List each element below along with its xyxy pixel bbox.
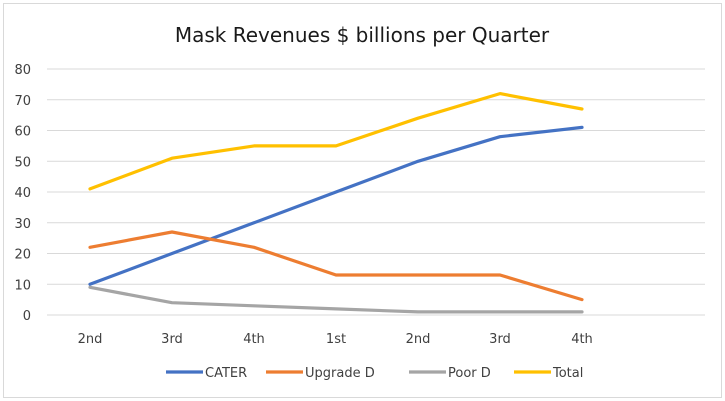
y-tick-label: 70 [14,94,31,109]
legend-item: Upgrade D [266,366,375,381]
legend-label: Poor D [448,366,491,381]
legend-item: CATER [166,366,247,381]
series-line-poor-d [88,285,584,314]
y-tick-label: 10 [14,278,31,293]
legend-item: Poor D [409,366,491,381]
y-tick-label: 60 [14,125,31,140]
series-line-cater [88,125,584,286]
y-axis-ticks: 0 10 20 30 40 50 60 70 80 [14,63,31,324]
y-tick-label: 0 [23,309,31,324]
x-tick-label: 2nd [78,332,103,347]
x-axis-ticks: 2nd 3rd 4th 1st 2nd 3rd 4th [78,332,593,347]
y-tick-label: 40 [14,186,31,201]
x-tick-label: 3rd [489,332,511,347]
x-tick-label: 1st [326,332,346,347]
series-lines [88,91,584,314]
y-tick-label: 30 [14,217,31,232]
gridlines [47,68,705,316]
y-tick-label: 20 [14,248,31,263]
series-line-total [88,91,584,191]
x-tick-label: 3rd [161,332,183,347]
legend-item: Total [514,366,583,381]
series-line-upgrade-d [88,230,584,302]
chart-title: Mask Revenues $ billions per Quarter [175,23,550,47]
x-tick-label: 4th [571,332,593,347]
legend-label: Total [552,366,583,381]
x-tick-label: 2nd [406,332,431,347]
x-tick-label: 4th [243,332,265,347]
legend-label: Upgrade D [305,366,375,381]
y-tick-label: 50 [14,155,31,170]
legend-label: CATER [205,366,247,381]
y-tick-label: 80 [14,63,31,78]
legend: CATER Upgrade D Poor D Total [166,366,583,381]
